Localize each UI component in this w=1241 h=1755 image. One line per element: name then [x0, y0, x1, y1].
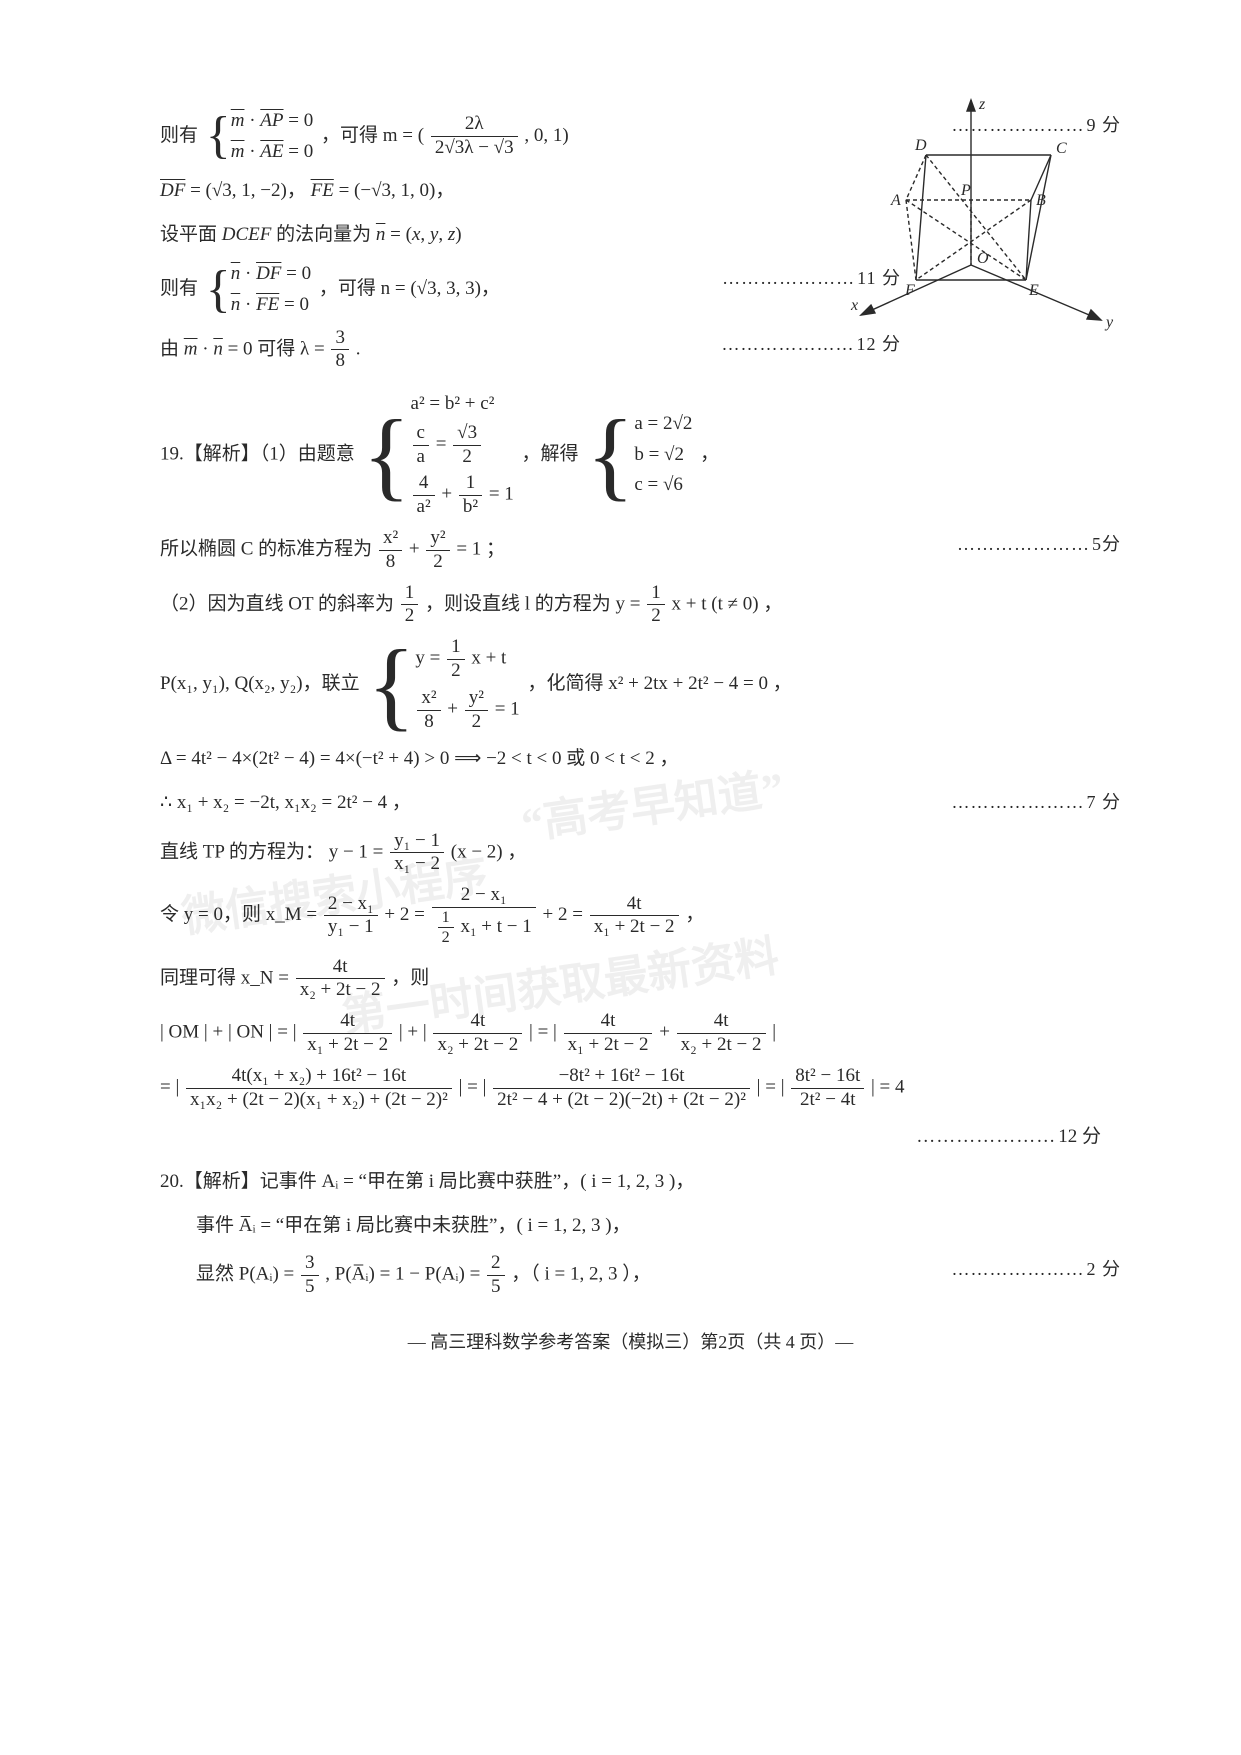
q19-part2-line-l: （2）因为直线 OT 的斜率为 12 ，则设直线 l 的方程为 y = 12 x… — [160, 582, 1101, 629]
q18-system-m: 则有 { m · AP = 0 m · AE = 0 ，可得 m = ( 2λ2… — [160, 108, 1101, 165]
q19-om-on: | OM | + | ON | = | 4tx₁ + 2t − 2 | + | … — [160, 1010, 1101, 1057]
q19-pq-system: P(x₁, y₁), Q(x₂, y₂)，联立 { y = 12 x + t x… — [160, 636, 1101, 733]
q19-tp-line: 直线 TP 的方程为： y − 1 = y₁ − 1x₁ − 2 (x − 2)… — [160, 830, 1101, 877]
q19-ellipse-eq: 所以椭圆 C 的标准方程为 x²8 + y²2 = 1 ； 5分 — [160, 527, 1101, 574]
page-footer: — 高三理科数学参考答案（模拟三）第2页（共 4 页）— — [160, 1328, 1101, 1354]
axis-y-label: y — [1104, 314, 1114, 331]
q20-l3: 显然 P(Aᵢ) = 35 , P(A̅ᵢ) = 1 − P(Aᵢ) = 25 … — [160, 1252, 1101, 1299]
q19-delta: Δ = 4t² − 4×(2t² − 4) = 4×(−t² + 4) > 0 … — [160, 741, 1101, 777]
q19-xn: 同理可得 x_N = 4tx₂ + 2t − 2 ，则 — [160, 956, 1101, 1003]
score-7: 7 分 — [952, 785, 1122, 819]
score-12a: 12 分 — [722, 327, 902, 361]
q18-df-fe: DF = (√3, 1, −2)， FE = (−√3, 1, 0)， — [160, 173, 1101, 209]
q18-lambda: 由 m · n = 0 可得 λ = 38 . 12 分 — [160, 327, 1101, 374]
score-2: 2 分 — [952, 1252, 1122, 1286]
q19-long-eq: = | 4t(x₁ + x₂) + 16t² − 16tx₁x₂ + (2t −… — [160, 1065, 1101, 1112]
score-11: 11 分 — [722, 261, 901, 295]
q18-plane-n: 设平面 DCEF 的法向量为 n = (x, y, z) — [160, 217, 1101, 253]
score-9: 9 分 — [952, 108, 1122, 142]
q19-vieta: ∴ x₁ + x₂ = −2t, x₁x₂ = 2t² − 4 ， 7 分 — [160, 785, 1101, 821]
q20-l1: 20.【解析】记事件 Aᵢ = “甲在第 i 局比赛中获胜”，( i = 1, … — [160, 1164, 1101, 1200]
q19-given: 19.【解析】（1）由题意 { a² = b² + c² ca = √32 4a… — [160, 391, 1101, 519]
q19-score12: 12 分 — [160, 1119, 1101, 1155]
q19-xm: 令 y = 0，则 x_M = 2 − x₁y₁ − 1 + 2 = 2 − x… — [160, 884, 1101, 948]
score-5: 5分 — [957, 527, 1121, 561]
q20-l2: 事件 A̅ᵢ = “甲在第 i 局比赛中未获胜”，( i = 1, 2, 3 )… — [160, 1208, 1101, 1244]
q18-system-n: 则有 { n · DF = 0 n · FE = 0 ，可得 n = (√3, … — [160, 261, 1101, 318]
